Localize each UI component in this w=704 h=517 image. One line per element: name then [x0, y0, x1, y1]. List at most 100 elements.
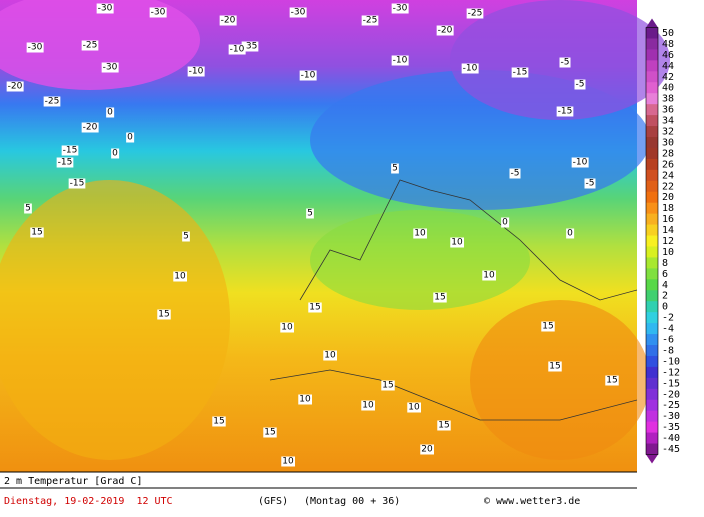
- contour-label-bg: [306, 208, 314, 219]
- colorbar-label: 38: [662, 94, 674, 105]
- colorbar-label: 12: [662, 236, 674, 247]
- colorbar-label: 14: [662, 225, 674, 236]
- contour-label-bg: [187, 66, 205, 77]
- contour-label: -10: [463, 64, 478, 74]
- contour-label: 5: [183, 232, 189, 242]
- contour-label: 10: [414, 229, 426, 239]
- contour-label-bg: [466, 8, 484, 19]
- contour-label-bg: [509, 168, 521, 179]
- contour-label-bg: [559, 57, 571, 68]
- colorbar-swatch: [646, 235, 658, 247]
- colorbar-swatch: [646, 213, 658, 226]
- contour-label: 5: [392, 164, 398, 174]
- contour-label-bg: [299, 70, 317, 81]
- colorbar-label: 32: [662, 127, 674, 138]
- contour-label-bg: [420, 444, 434, 455]
- colorbar-label: -30: [662, 411, 680, 422]
- contour-label-bg: [68, 178, 86, 189]
- colorbar-label: -20: [662, 389, 680, 400]
- colorbar-label: 20: [662, 192, 674, 203]
- contour-label: -5: [586, 179, 595, 189]
- contour-label: 0: [567, 229, 573, 239]
- contour-label-bg: [289, 7, 307, 18]
- contour-label-bg: [24, 203, 32, 214]
- contour-label: 15: [309, 303, 320, 313]
- contour-label-bg: [391, 163, 399, 174]
- colorbar-label: 16: [662, 214, 674, 225]
- contour-label: 15: [264, 428, 275, 438]
- colorbar-label: 34: [662, 116, 674, 127]
- contour-label-bg: [437, 420, 451, 431]
- colorbar-swatch: [646, 366, 658, 379]
- colorbar-swatch: [646, 60, 658, 72]
- colorbar-swatch: [646, 279, 658, 291]
- colorbar-swatch: [646, 191, 658, 204]
- colorbar-swatch: [646, 169, 658, 182]
- contour-label-bg: [228, 44, 246, 55]
- contour-label: -15: [558, 107, 573, 117]
- contour-label-bg: [263, 427, 277, 438]
- footer-run: (Montag 00 + 36): [304, 496, 400, 507]
- map: -30 -30 -20 -35 -30 -30 -25 -20 -25 -30 -25 -30 -20 -…: [0, 0, 670, 472]
- colorbar-label: -12: [662, 367, 680, 378]
- contour-label-bg: [605, 375, 619, 386]
- footer-title: 2 m Temperatur [Grad C]: [4, 476, 142, 487]
- colorbar-label: -4: [662, 324, 674, 335]
- contour-label-bg: [482, 270, 496, 281]
- contour-label: 10: [174, 272, 186, 282]
- colorbar-label: 26: [662, 159, 674, 170]
- contour-label: 10: [324, 351, 336, 361]
- contour-label: -30: [393, 4, 408, 14]
- colorbar-label: 40: [662, 83, 674, 94]
- contour-label: 15: [438, 421, 449, 431]
- contour-label: 10: [282, 457, 294, 467]
- colorbar-label: 50: [662, 28, 674, 39]
- contour-label: -30: [28, 43, 43, 53]
- contour-label: -30: [103, 63, 118, 73]
- colorbar: 5048464442403836343230282624222018161412…: [645, 18, 680, 464]
- colorbar-label: 10: [662, 247, 674, 258]
- contour-label: -30: [98, 4, 113, 14]
- contour-label-bg: [450, 237, 464, 248]
- contour-label-bg: [182, 231, 190, 242]
- contour-label: -5: [511, 169, 520, 179]
- contour-label-bg: [241, 41, 259, 52]
- colorbar-swatch: [646, 301, 658, 313]
- contour-label: -20: [8, 82, 23, 92]
- contour-label: 10: [451, 238, 463, 248]
- contour-label-bg: [173, 271, 187, 282]
- contour-label-bg: [361, 15, 379, 26]
- contour-label-bg: [106, 107, 115, 118]
- contour-label-bg: [556, 106, 574, 117]
- colorbar-swatch: [646, 377, 658, 390]
- colorbar-swatch: [646, 224, 658, 237]
- colorbar-swatch: [646, 443, 658, 455]
- contour-label-bg: [501, 217, 510, 228]
- contour-label-bg: [149, 7, 167, 18]
- colorbar-swatch: [646, 82, 658, 94]
- contour-label: 15: [158, 310, 169, 320]
- contour-label-bg: [281, 456, 295, 467]
- contour-label-bg: [566, 228, 575, 239]
- colorbar-swatch: [646, 27, 658, 39]
- contour-label: -20: [83, 123, 98, 133]
- colorbar-swatch: [646, 323, 658, 335]
- colorbar-swatch: [646, 355, 658, 368]
- contour-label: 5: [307, 209, 313, 219]
- colorbar-swatch: [646, 268, 658, 280]
- contour-label-bg: [111, 148, 120, 159]
- colorbar-label: -40: [662, 433, 680, 444]
- footer-date: Dienstag, 19-02-2019 12 UTC: [4, 496, 173, 507]
- colorbar-swatch: [646, 345, 658, 357]
- colorbar-swatch: [646, 312, 658, 324]
- contour-label-bg: [323, 350, 337, 361]
- contour-label-bg: [436, 25, 454, 36]
- colorbar-label: 44: [662, 61, 674, 72]
- contour-label: 15: [382, 381, 393, 391]
- contour-label-bg: [511, 67, 529, 78]
- colorbar-swatch: [646, 137, 658, 149]
- colorbar-label: -10: [662, 356, 680, 367]
- colorbar-label: -35: [662, 422, 680, 433]
- contour-label: -10: [393, 56, 408, 66]
- contour-label: 0: [107, 108, 113, 118]
